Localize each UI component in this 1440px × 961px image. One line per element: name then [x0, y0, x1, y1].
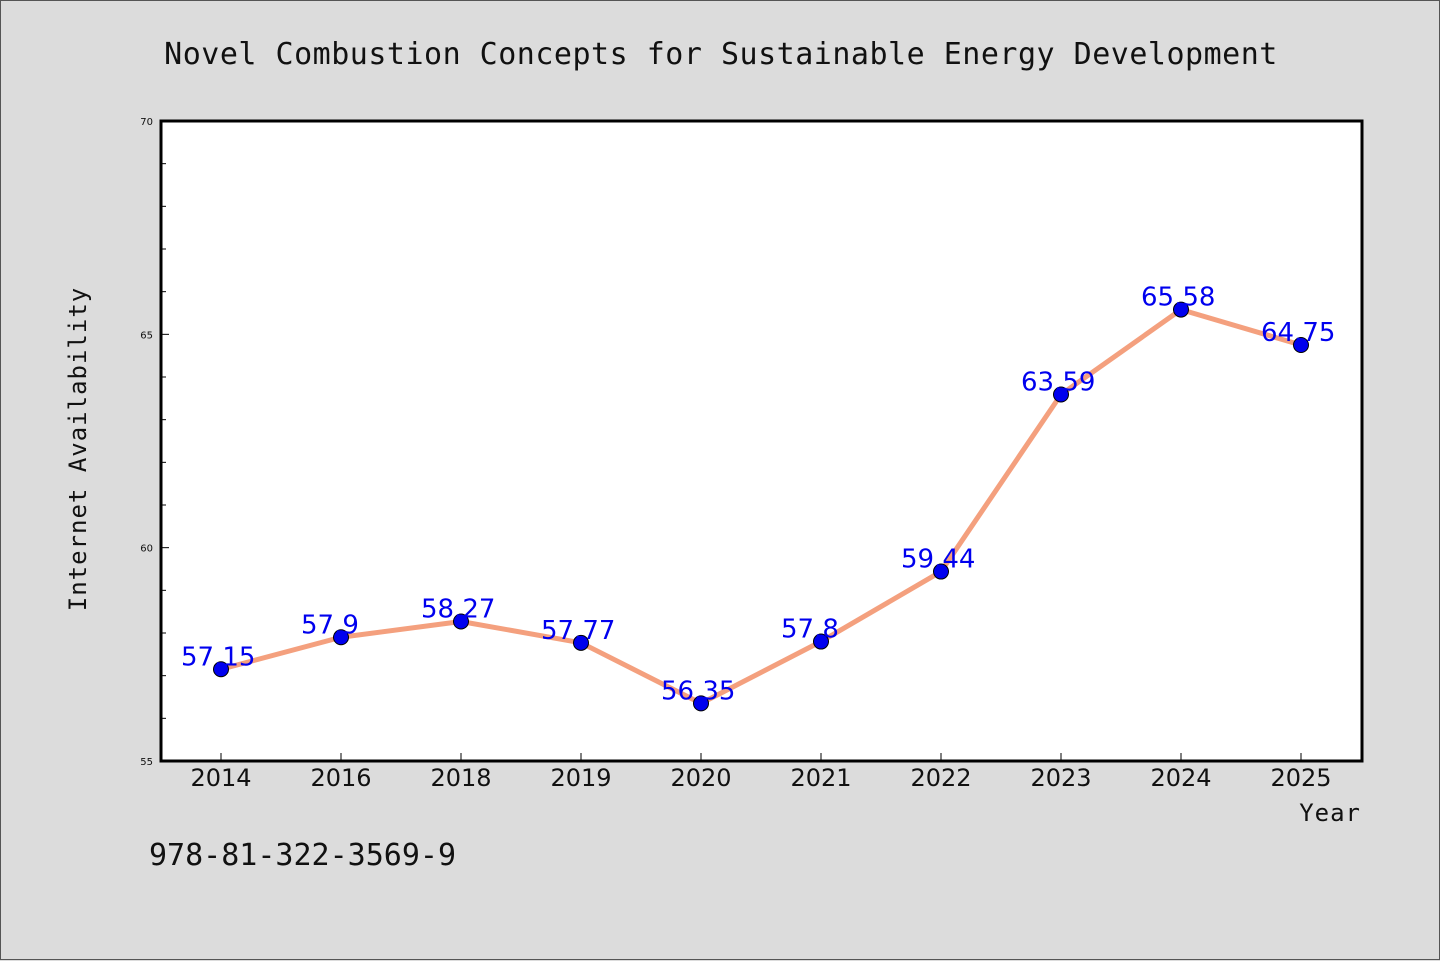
x-tick-label: 2024 [1150, 764, 1211, 792]
data-point [1053, 386, 1069, 403]
series-markers [213, 301, 1309, 712]
x-tick-label: 2019 [550, 764, 611, 792]
x-tick-label: 2018 [430, 764, 491, 792]
data-label: 57.8 [781, 615, 839, 645]
data-point [1293, 337, 1309, 353]
x-tick-label: 2020 [670, 764, 731, 792]
x-axis-label: Year [1299, 799, 1361, 827]
data-point [693, 695, 709, 712]
x-tick-label: 2025 [1270, 764, 1331, 792]
data-point [573, 634, 589, 651]
y-axis-label: Internet Availability [64, 287, 92, 611]
data-label: 57.9 [301, 610, 359, 640]
data-point [1173, 301, 1189, 318]
data-label: 57.77 [541, 616, 615, 646]
data-label: 63.59 [1021, 367, 1095, 397]
data-point [213, 661, 229, 678]
y-tick-label: 55 [140, 757, 153, 768]
data-label: 58.27 [421, 594, 495, 624]
x-tick-label: 2016 [310, 764, 371, 792]
data-point [453, 613, 469, 630]
x-tick-label: 2022 [910, 764, 971, 792]
y-tick-label: 70 [140, 117, 153, 128]
data-point [813, 633, 829, 650]
y-tick-label: 60 [140, 544, 153, 555]
x-tick-label: 2023 [1030, 764, 1091, 792]
x-tick-label: 2014 [190, 764, 251, 792]
data-label: 64.75 [1261, 318, 1335, 348]
data-label: 59.44 [901, 545, 975, 575]
data-point [333, 629, 349, 646]
data-labels: 57.15 57.9 58.27 57.77 56.35 57.8 59.44 63.59 65… [181, 283, 1335, 707]
y-tick-label: 65 [140, 330, 153, 341]
chart-title: Novel Combustion Concepts for Sustainabl… [164, 37, 1278, 72]
x-tick-label: 2021 [790, 764, 851, 792]
data-label: 65.58 [1141, 283, 1215, 313]
series-line [218, 307, 1304, 706]
plot-area [161, 121, 1362, 761]
data-label: 56.35 [661, 676, 735, 706]
plot-border [159, 119, 1364, 763]
isbn-footer: 978-81-322-3569-9 [149, 838, 456, 873]
data-label: 57.15 [181, 642, 255, 672]
x-axis: 2014 2016 2018 2019 2020 2021 2022 2023 2024 2025 [190, 753, 1332, 792]
data-point [933, 563, 949, 580]
